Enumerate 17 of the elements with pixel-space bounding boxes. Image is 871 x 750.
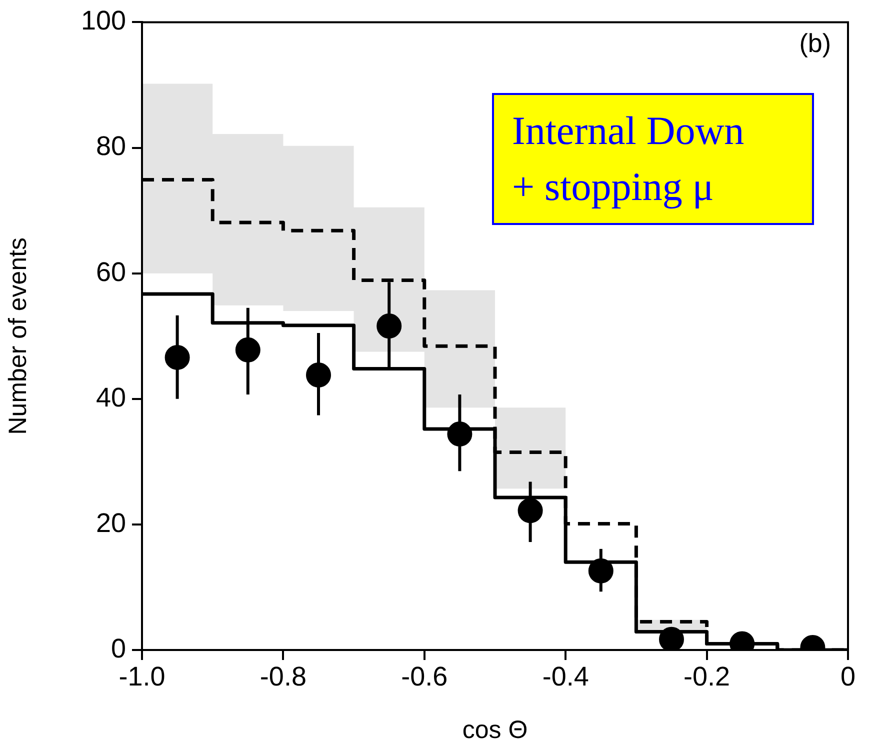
y-tick-label: 100 bbox=[80, 6, 126, 36]
point bbox=[659, 626, 684, 650]
x-tick-label: -0.4 bbox=[542, 662, 589, 692]
x-tick-label: -1.0 bbox=[118, 662, 166, 692]
x-tick-label: -0.2 bbox=[684, 662, 730, 692]
y-tick-label: 40 bbox=[96, 382, 126, 412]
y-tick-label: 0 bbox=[110, 633, 126, 664]
x-tick-label: -0.6 bbox=[401, 662, 448, 692]
x-tick-label: -0.8 bbox=[260, 662, 306, 692]
y-tick-label: 80 bbox=[96, 131, 126, 162]
annotation: Internal Down + stopping μ bbox=[492, 93, 814, 225]
y-tick-label: 20 bbox=[96, 508, 126, 538]
x-tick-label: 0 bbox=[840, 662, 856, 692]
x-axis-title: cos Θ bbox=[462, 716, 528, 744]
annotation: (b) bbox=[799, 28, 831, 59]
y-axis-title: Number of events bbox=[4, 237, 32, 435]
y-tick-label: 60 bbox=[96, 256, 126, 287]
